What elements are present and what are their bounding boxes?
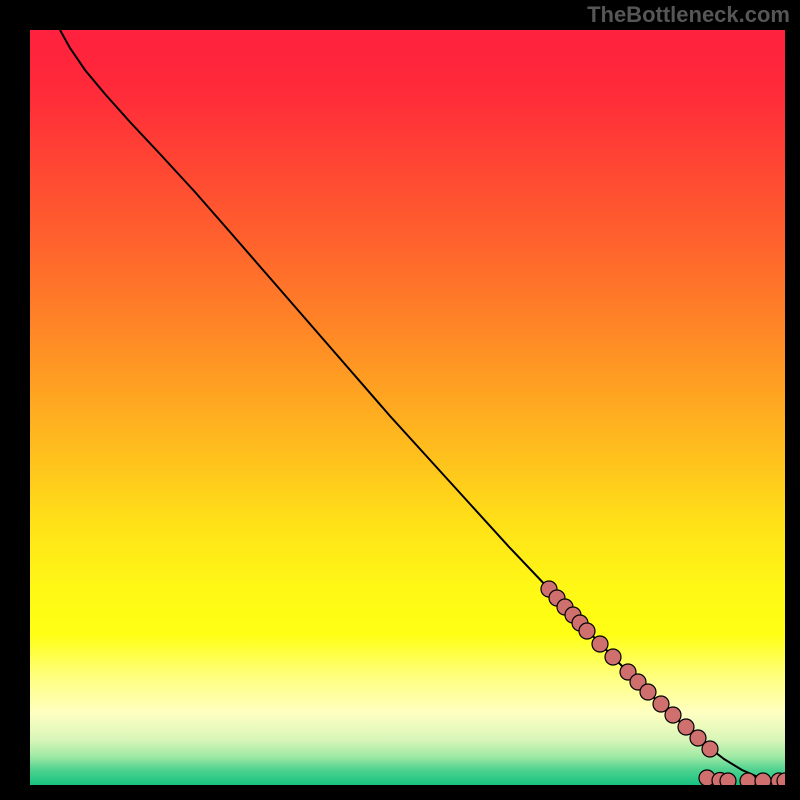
data-marker: [755, 773, 771, 785]
data-marker: [592, 636, 608, 652]
chart-plot-area: [30, 30, 785, 785]
data-marker: [702, 741, 718, 757]
data-marker: [640, 684, 656, 700]
chart-svg: [30, 30, 785, 785]
data-marker: [579, 623, 595, 639]
data-marker: [665, 707, 681, 723]
data-marker: [720, 773, 736, 785]
gradient-background: [30, 30, 785, 785]
chart-container: { "watermark": { "text": "TheBottleneck.…: [0, 0, 800, 800]
data-marker: [605, 649, 621, 665]
data-marker: [740, 773, 756, 785]
watermark-text: TheBottleneck.com: [587, 2, 790, 28]
